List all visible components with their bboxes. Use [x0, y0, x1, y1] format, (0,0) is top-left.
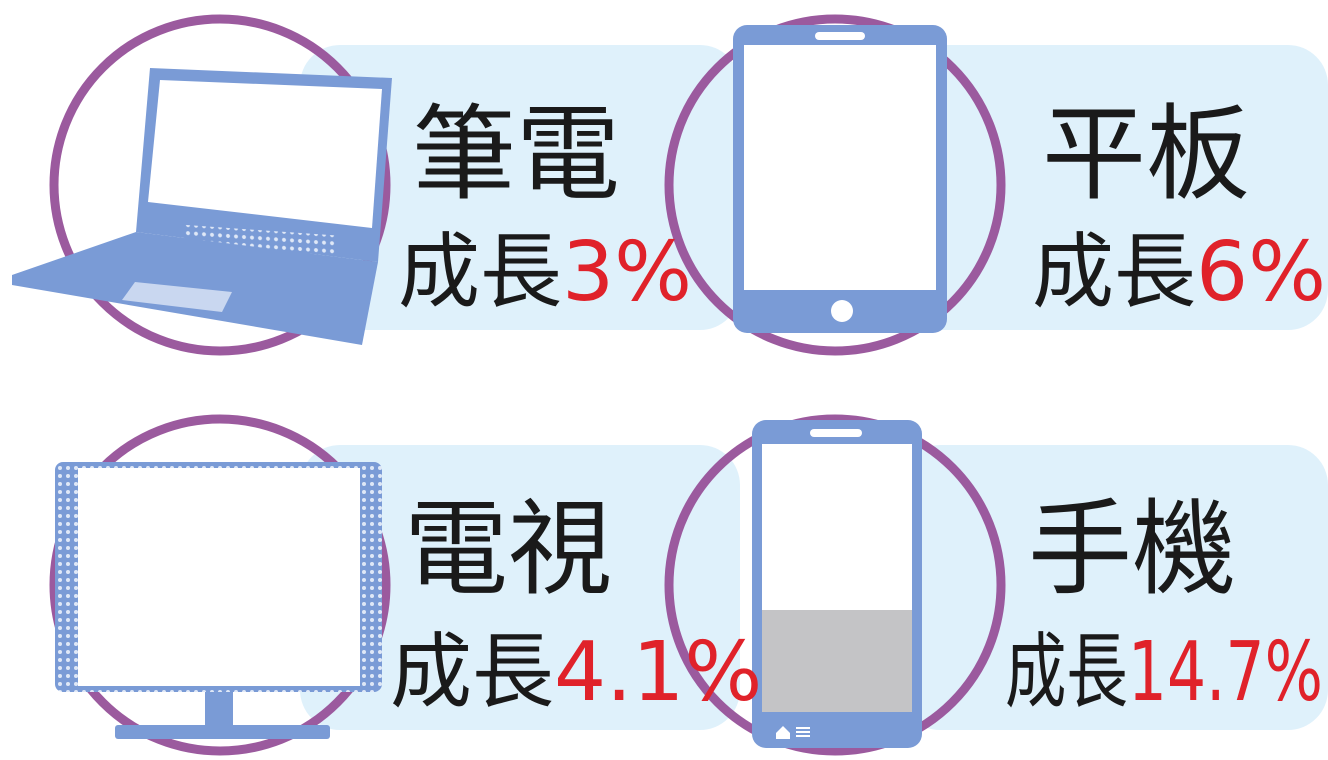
- circle: [49, 414, 391, 756]
- growth-label: 成長: [1005, 625, 1128, 720]
- growth-line: 成長14.7%: [1005, 625, 1323, 720]
- growth-value: 14.7%: [1128, 625, 1323, 720]
- circle: [664, 414, 1006, 756]
- circle: [49, 14, 391, 356]
- growth-label: 成長: [398, 225, 562, 320]
- tv-icon: [55, 462, 382, 739]
- growth-label: 成長: [1032, 225, 1196, 320]
- growth-line: 成長4.1%: [390, 625, 762, 720]
- growth-value: 3%: [562, 225, 692, 320]
- panel: [900, 45, 1328, 330]
- item-name: 平板: [1042, 93, 1250, 215]
- item-name: 筆電: [412, 93, 620, 215]
- tablet-icon: [733, 25, 947, 333]
- panel: [900, 445, 1328, 730]
- circle: [664, 14, 1006, 356]
- phone-icon: [752, 420, 922, 748]
- item-name: 手機: [1028, 488, 1236, 610]
- growth-line: 成長6%: [1032, 225, 1326, 320]
- growth-value: 6%: [1196, 225, 1326, 320]
- panel: [300, 45, 740, 330]
- growth-label: 成長: [390, 625, 554, 720]
- laptop-icon: [12, 68, 392, 345]
- growth-line: 成長3%: [398, 225, 692, 320]
- item-name: 電視: [404, 488, 612, 610]
- growth-value: 4.1%: [554, 625, 762, 720]
- panel: [300, 445, 740, 730]
